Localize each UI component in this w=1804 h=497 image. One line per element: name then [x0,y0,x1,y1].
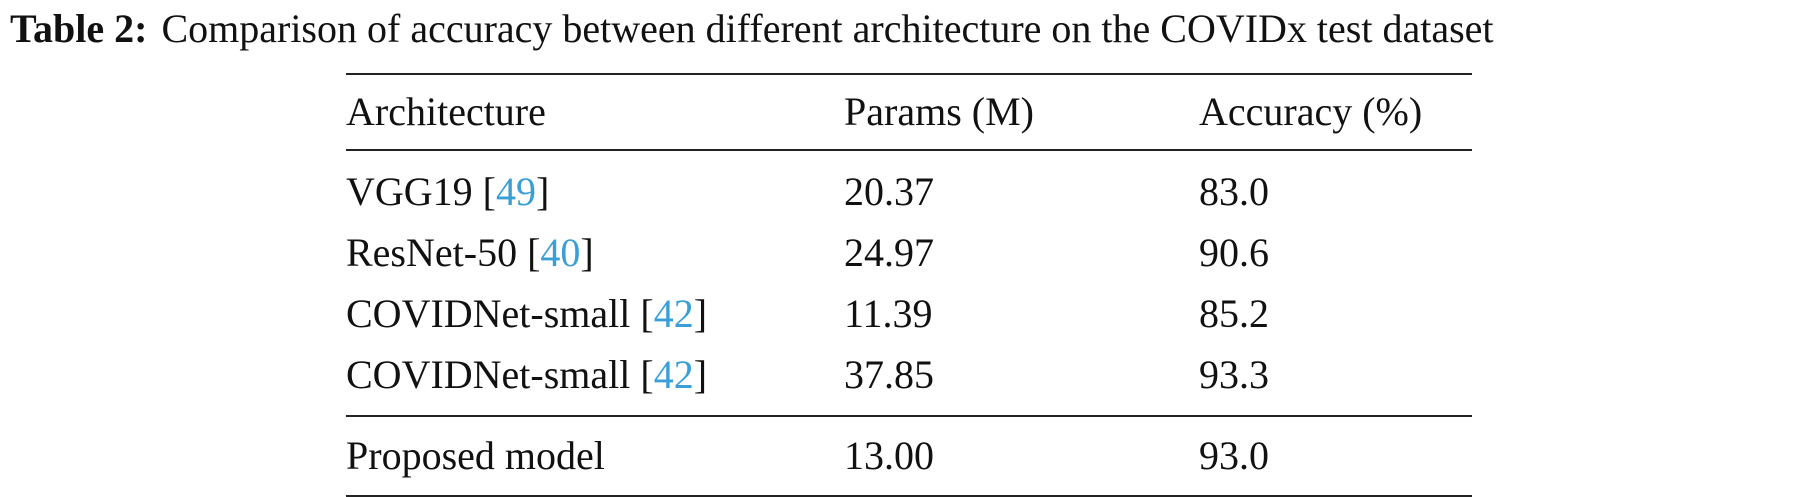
accuracy-cell: 83.0 [1199,169,1269,214]
architecture-cell: COVIDNet-small [42] [346,352,708,397]
accuracy-cell: 93.3 [1199,352,1269,397]
architecture-cell: COVIDNet-small [42] [346,291,708,336]
citation-link[interactable]: 42 [653,352,694,397]
citation-link[interactable]: 42 [653,291,694,336]
table-row: VGG19 [49] 20.37 83.0 [346,150,1472,222]
params-cell: 37.85 [844,352,934,397]
accuracy-cell: 93.0 [1199,415,1472,497]
citation-link[interactable]: 49 [496,169,536,214]
table-row: COVIDNet-small [42] 37.85 93.3 [346,344,1472,416]
accuracy-cell: 85.2 [1199,291,1269,336]
architecture-name: COVIDNet-small [346,291,631,336]
params-cell: 13.00 [844,415,1199,497]
proposed-model-row: Proposed model 13.00 93.0 [346,415,1472,497]
architecture-name: ResNet-50 [346,230,518,275]
architecture-cell: ResNet-50 [40] [346,230,594,275]
architecture-cell: Proposed model [346,415,844,497]
params-cell: 24.97 [844,230,934,275]
architecture-name: COVIDNet-small [346,352,631,397]
table-caption-text: Comparison of accuracy between different… [161,6,1494,51]
header-architecture: Architecture [346,73,844,151]
table-row: ResNet-50 [40] 24.97 90.6 [346,222,1472,283]
params-cell: 20.37 [844,169,934,214]
architecture-name: VGG19 [346,169,473,214]
table-caption: Table 2: Comparison of accuracy between d… [10,0,1494,58]
table-caption-label: Table 2: [10,6,148,51]
comparison-table-container: Architecture Params (M) Accuracy (%) VGG… [346,73,1472,497]
header-accuracy: Accuracy (%) [1199,73,1472,151]
header-params: Params (M) [844,73,1199,151]
params-cell: 11.39 [844,291,933,336]
citation-link[interactable]: 40 [540,230,581,275]
accuracy-cell: 90.6 [1199,230,1269,275]
architecture-cell: VGG19 [49] [346,169,550,214]
table-row: COVIDNet-small [42] 11.39 85.2 [346,283,1472,344]
table-header-row: Architecture Params (M) Accuracy (%) [346,73,1472,151]
comparison-table: Architecture Params (M) Accuracy (%) VGG… [346,73,1472,497]
